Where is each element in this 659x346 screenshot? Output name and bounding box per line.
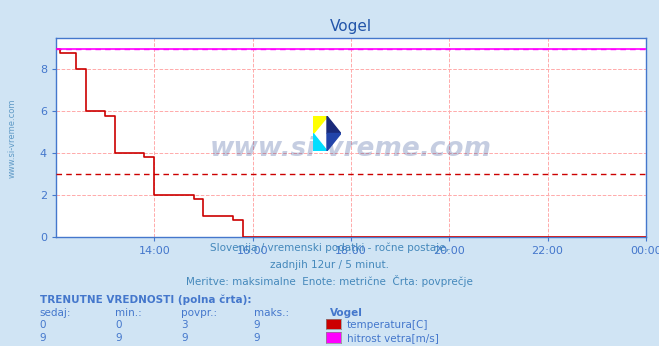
Text: hitrost vetra[m/s]: hitrost vetra[m/s] (347, 333, 438, 343)
Text: 9: 9 (115, 333, 122, 343)
Text: sedaj:: sedaj: (40, 308, 71, 318)
Polygon shape (313, 116, 327, 134)
Text: www.si-vreme.com: www.si-vreme.com (8, 99, 17, 178)
Text: povpr.:: povpr.: (181, 308, 217, 318)
Polygon shape (313, 134, 327, 151)
Text: TRENUTNE VREDNOSTI (polna črta):: TRENUTNE VREDNOSTI (polna črta): (40, 294, 251, 305)
Polygon shape (327, 116, 341, 134)
Text: 0: 0 (115, 320, 122, 330)
Text: 3: 3 (181, 320, 188, 330)
Text: 9: 9 (181, 333, 188, 343)
Text: 9: 9 (254, 320, 260, 330)
Text: 9: 9 (254, 333, 260, 343)
Text: 9: 9 (40, 333, 46, 343)
Text: Vogel: Vogel (330, 308, 362, 318)
Text: Meritve: maksimalne  Enote: metrične  Črta: povprečje: Meritve: maksimalne Enote: metrične Črta… (186, 275, 473, 288)
Text: min.:: min.: (115, 308, 142, 318)
Text: Slovenija / vremenski podatki - ročne postaje,: Slovenija / vremenski podatki - ročne po… (210, 242, 449, 253)
Polygon shape (327, 134, 341, 151)
Title: Vogel: Vogel (330, 19, 372, 34)
Text: maks.:: maks.: (254, 308, 289, 318)
Text: zadnjih 12ur / 5 minut.: zadnjih 12ur / 5 minut. (270, 260, 389, 270)
Text: temperatura[C]: temperatura[C] (347, 320, 428, 330)
Text: www.si-vreme.com: www.si-vreme.com (210, 136, 492, 163)
Text: 0: 0 (40, 320, 46, 330)
